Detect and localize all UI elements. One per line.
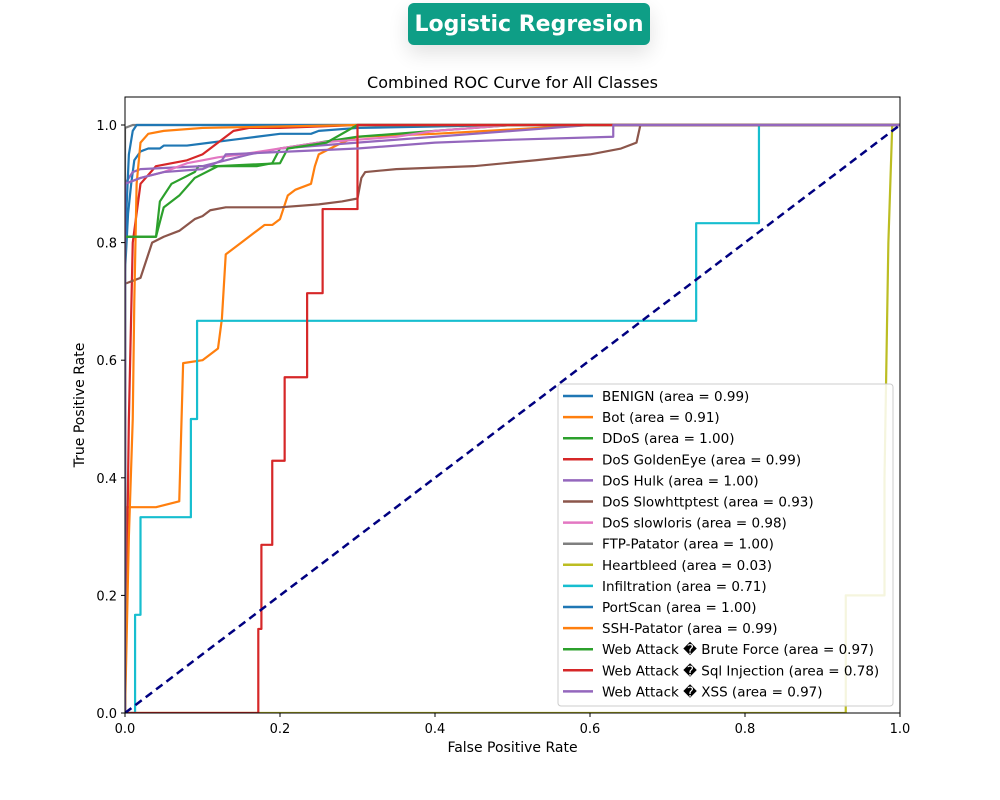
roc-line-dos-slowhttptest (125, 123, 900, 713)
legend: BENIGN (area = 0.99) Bot (area = 0.91) DDo… (557, 383, 894, 707)
roc-line-benign (125, 123, 900, 713)
y-tick-label: 0.0 (96, 707, 117, 722)
legend-label: DDoS (area = 1.00) (602, 431, 735, 447)
x-tick-label: 0.8 (735, 722, 756, 737)
roc-line-web-attack-brute-force (125, 123, 900, 713)
x-tick-label: 0.4 (425, 722, 446, 737)
y-axis-label: True Positive Rate (72, 343, 88, 469)
roc-line-infiltration (125, 123, 900, 713)
legend-label: DoS Hulk (area = 1.00) (602, 473, 759, 489)
roc-line-web-attack-sql-injection (125, 123, 900, 713)
y-tick-label: 0.8 (96, 237, 117, 252)
legend-label: Web Attack � Sql Injection (area = 0.78) (602, 662, 879, 679)
legend-label: Infiltration (area = 0.71) (602, 579, 767, 595)
legend-label: DoS slowloris (area = 0.98) (602, 516, 787, 532)
roc-line-dos-goldeneye (125, 123, 900, 713)
legend-label: SSH-Patator (area = 0.99) (602, 621, 778, 637)
legend-label: DoS GoldenEye (area = 0.99) (602, 452, 801, 468)
y-tick-label: 0.4 (96, 472, 117, 487)
chart-title: Combined ROC Curve for All Classes (367, 73, 658, 92)
legend-label: Web Attack � Brute Force (area = 0.97) (602, 641, 874, 658)
x-tick-label: 0.6 (580, 722, 601, 737)
legend-label: BENIGN (area = 0.99) (602, 389, 749, 405)
x-axis-label: False Positive Rate (447, 740, 577, 756)
roc-line-ddos (125, 123, 900, 713)
y-tick-label: 0.2 (96, 589, 117, 604)
legend-label: Bot (area = 0.91) (602, 410, 720, 426)
roc-line-web-attack-xss (125, 123, 900, 713)
random-chance-diagonal (125, 124, 900, 713)
plot-frame (124, 96, 901, 714)
roc-line-portscan (125, 123, 900, 713)
x-tick-label: 1.0 (890, 722, 911, 737)
legend-label: Heartbleed (area = 0.03) (602, 558, 772, 574)
y-tick-label: 1.0 (96, 119, 117, 134)
model-title-badge: Logistic Regresion (408, 3, 650, 45)
legend-label: FTP-Patator (area = 1.00) (602, 537, 774, 553)
legend-label: Web Attack � XSS (area = 0.97) (602, 683, 823, 700)
legend-label: DoS Slowhttptest (area = 0.93) (602, 495, 814, 511)
header: Logistic Regresion (0, 0, 1000, 60)
x-tick-label: 0.0 (115, 722, 136, 737)
x-tick-label: 0.2 (270, 722, 291, 737)
legend-box (557, 383, 894, 707)
roc-line-ssh-patator (125, 123, 900, 713)
y-tick-label: 0.6 (96, 354, 117, 369)
legend-label: PortScan (area = 1.00) (602, 600, 756, 616)
